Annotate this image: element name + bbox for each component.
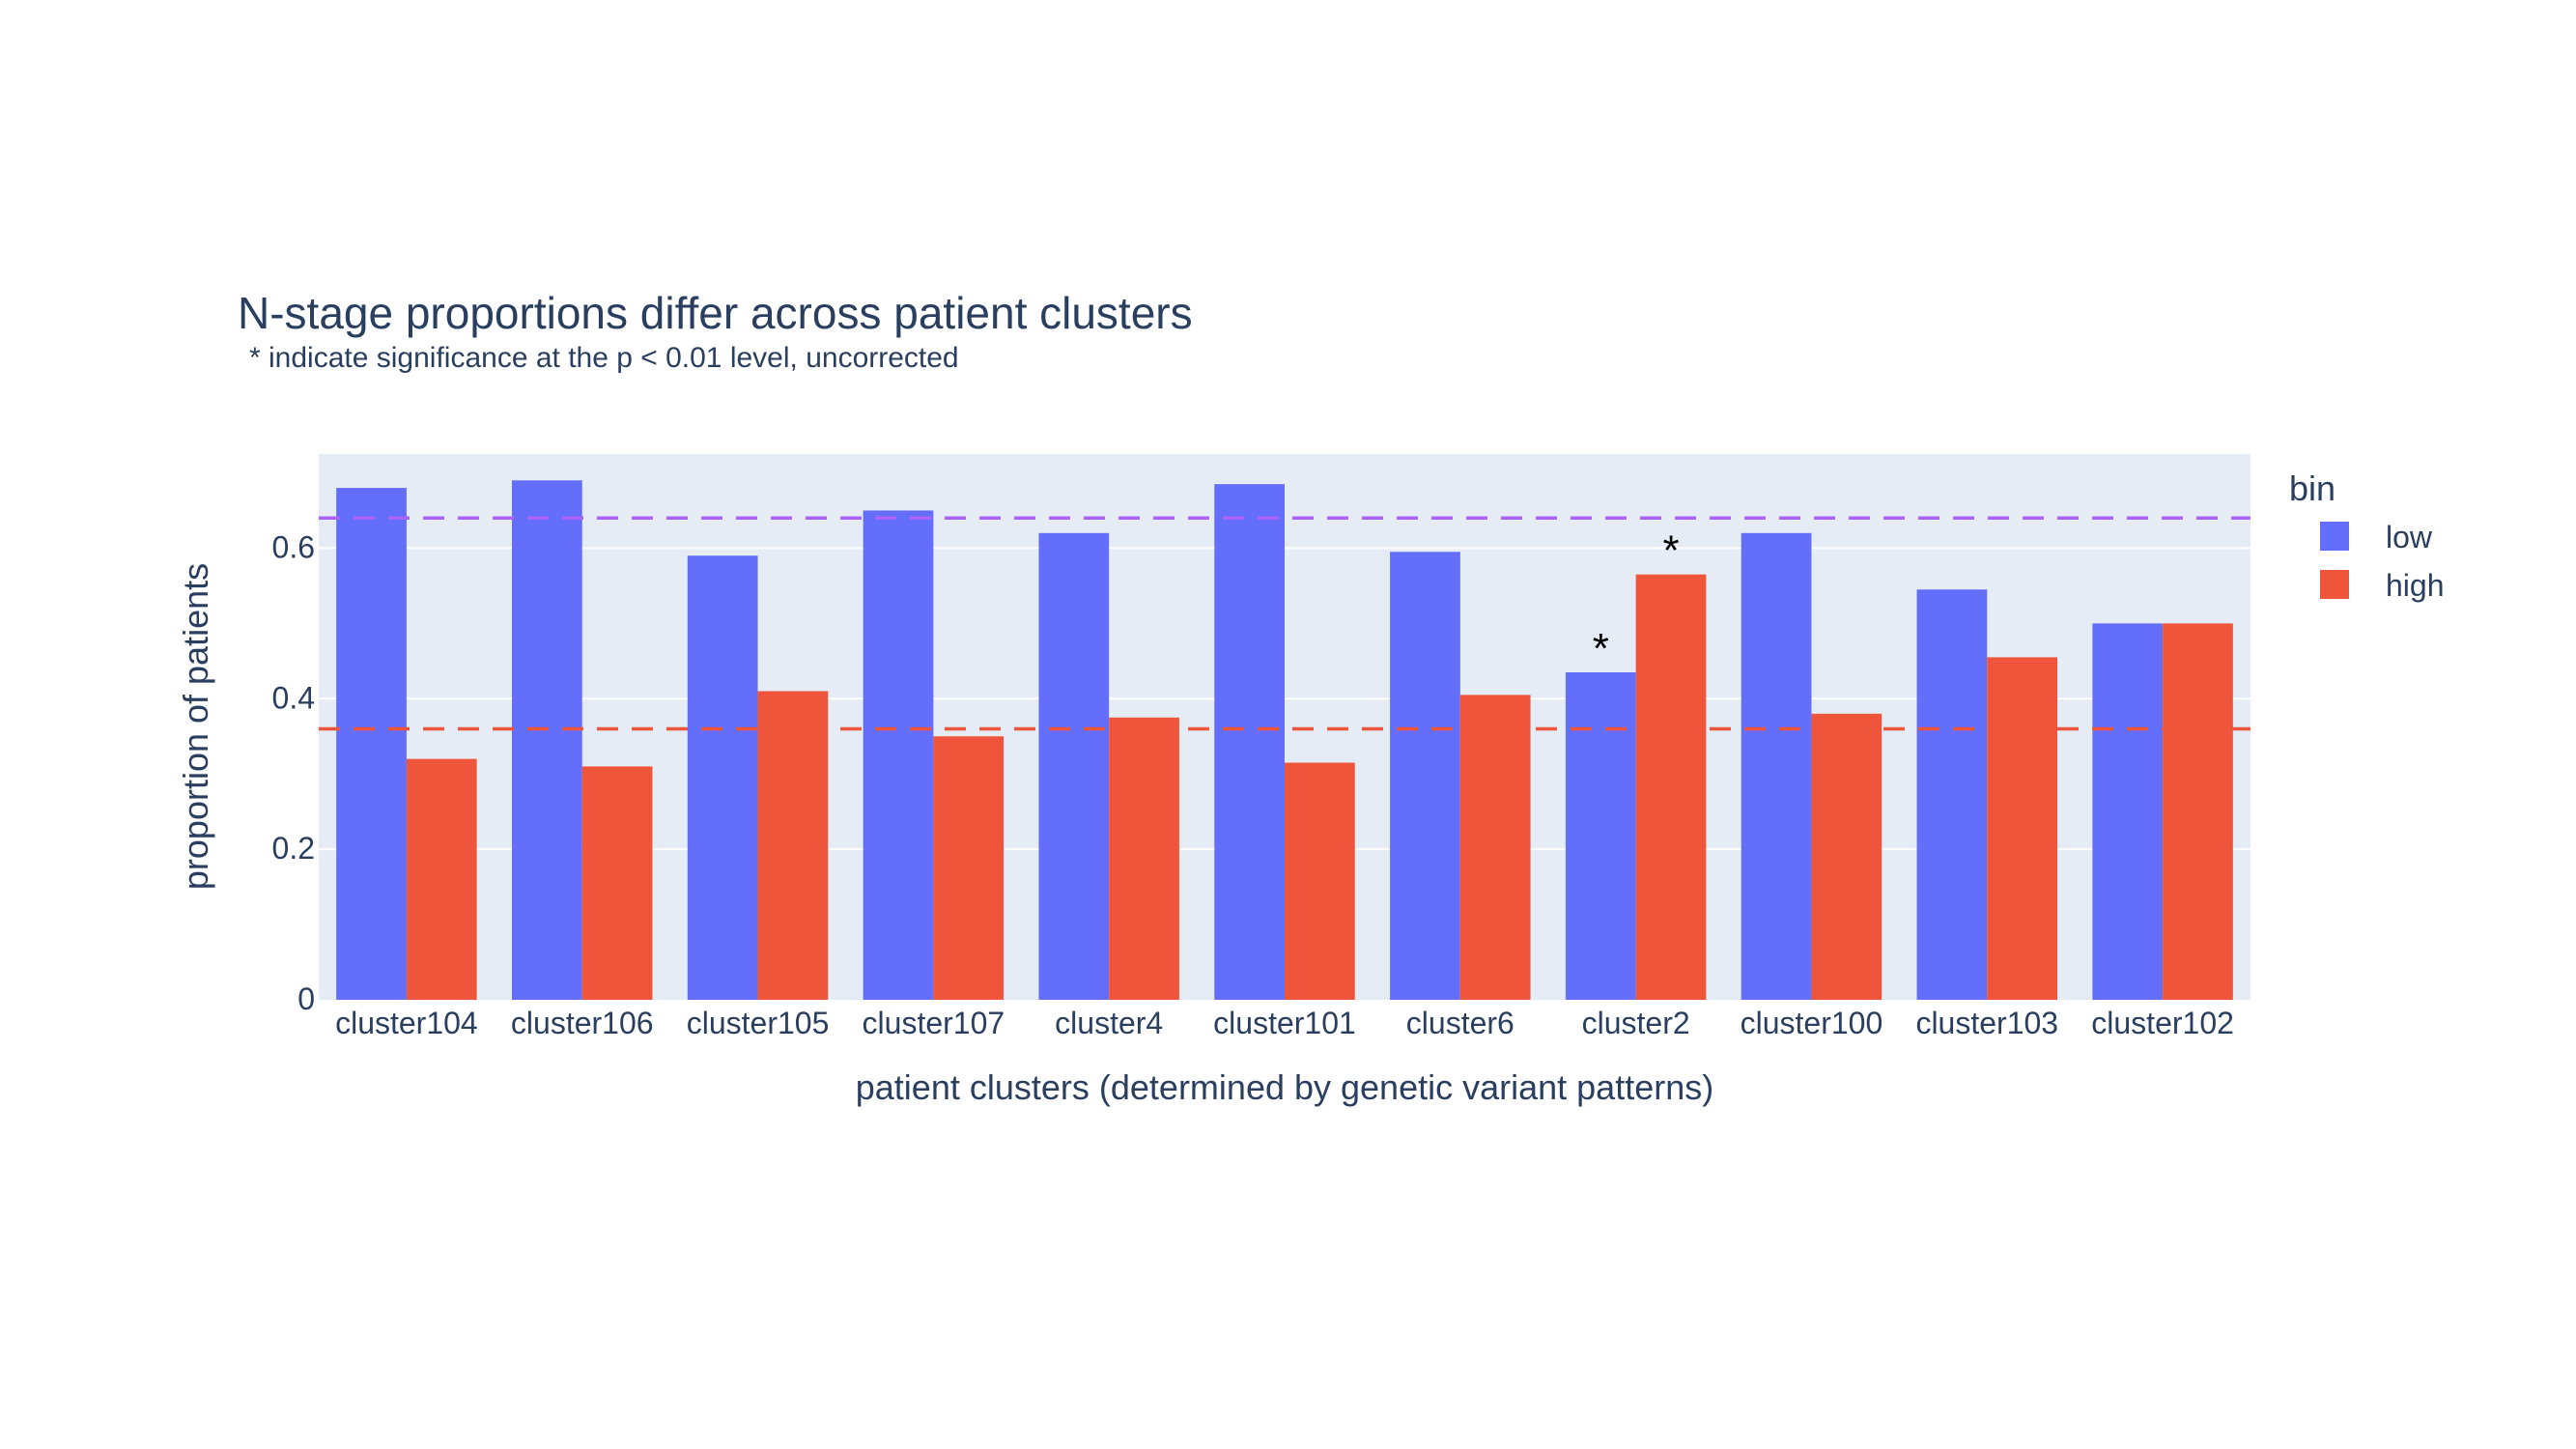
annotations: ** [1593,527,1680,672]
bar-low-cluster104 [336,488,407,1000]
legend-swatch-high [2320,570,2349,599]
bar-high-cluster2 [1635,574,1707,1000]
y-tick-label: 0.4 [272,680,315,715]
y-tick-label: 0.2 [272,831,315,866]
bar-low-cluster4 [1038,532,1110,1000]
significance-marker: * [1593,625,1609,672]
legend-label-high: high [2386,568,2445,603]
bar-low-cluster103 [1916,589,1988,1000]
bar-high-cluster102 [2163,623,2233,1000]
bar-high-cluster101 [1285,762,1355,1000]
x-tick-label: cluster103 [1915,1006,2058,1040]
bar-high-cluster104 [406,758,477,1000]
bar-high-cluster6 [1459,695,1531,1000]
bar-high-cluster100 [1811,713,1882,1000]
legend-label-low: low [2386,520,2433,554]
bar-low-cluster101 [1214,484,1285,1000]
bar-high-cluster106 [581,766,653,1000]
bar-high-cluster103 [1987,657,2057,1000]
bar-low-cluster100 [1741,532,1812,1000]
bar-low-cluster6 [1390,552,1460,1000]
x-tick-label: cluster104 [335,1006,478,1040]
x-axis-ticks: cluster104 cluster106 cluster105 cluster107… [335,1006,2234,1040]
legend-swatch-low [2320,522,2349,551]
x-tick-label: cluster6 [1406,1006,1514,1040]
bar-low-cluster102 [2092,623,2164,1000]
y-tick-label: 0.6 [272,529,315,564]
x-tick-label: cluster107 [863,1006,1005,1040]
bar-high-cluster105 [757,691,829,1000]
y-axis-title: proportion of patients [176,563,215,890]
x-tick-label: cluster100 [1741,1006,1883,1040]
legend: bin low high [2289,469,2445,603]
x-tick-label: cluster4 [1055,1006,1163,1040]
x-tick-label: cluster102 [2091,1006,2234,1040]
bar-low-cluster2 [1565,672,1636,1000]
chart-title: N-stage proportions differ across patien… [238,288,1193,338]
x-tick-label: cluster106 [511,1006,654,1040]
legend-title: bin [2289,469,2335,508]
bars [336,480,2233,1000]
x-tick-label: cluster2 [1582,1006,1690,1040]
chart-subtitle: * indicate significance at the p < 0.01 … [249,342,959,374]
x-axis-title: patient clusters (determined by genetic … [856,1067,1713,1107]
y-tick-label: 0 [297,981,315,1016]
reference-lines [319,516,2250,731]
bar-low-cluster105 [687,555,758,1000]
y-axis-ticks: 0 0.2 0.4 0.6 [272,529,315,1016]
bar-low-cluster106 [512,480,582,1000]
x-tick-label: cluster101 [1213,1006,1356,1040]
bar-low-cluster107 [863,510,934,1000]
bar-high-cluster107 [933,736,1005,1000]
x-tick-label: cluster105 [687,1006,830,1040]
bar-high-cluster4 [1109,717,1179,1000]
significance-marker: * [1662,527,1679,575]
